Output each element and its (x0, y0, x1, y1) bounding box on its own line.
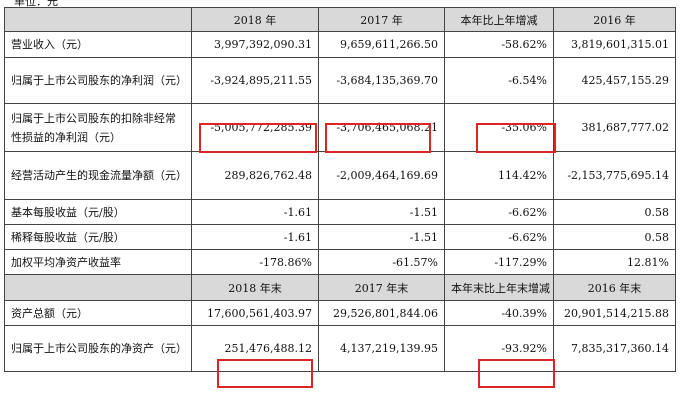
table-header-row: 2018 年 2017 年 本年比上年增减 2016 年 (4, 7, 676, 32)
cell-value: -178.86% (191, 249, 319, 275)
cell-value: 4,137,219,139.95 (318, 325, 445, 372)
cell-value: -2,153,775,695.14 (553, 151, 676, 200)
table-row: 归属于上市公司股东的净利润（元） -3,924,895,211.55 -3,68… (4, 57, 676, 104)
cell-value: -1.51 (318, 224, 445, 250)
row-label-adjusted-net-profit: 归属于上市公司股东的扣除非经常性损益的净利润（元） (4, 103, 192, 152)
header-2017: 2017 年 (318, 7, 445, 32)
cell-value: 3,819,601,315.01 (553, 31, 676, 58)
cell-value: -2,009,464,169.69 (318, 151, 445, 200)
header-2018: 2018 年 (191, 7, 319, 32)
cell-value: 425,457,155.29 (553, 57, 676, 104)
table-row: 归属于上市公司股东的净资产（元） 251,476,488.12 4,137,21… (4, 325, 676, 372)
header-yoy-change: 本年比上年增减 (444, 7, 554, 32)
cell-value: -1.61 (191, 199, 319, 225)
cell-value: 9,659,611,266.50 (318, 31, 445, 58)
row-label-operating-cash-flow: 经营活动产生的现金流量净额（元） (4, 151, 192, 200)
table-row: 归属于上市公司股东的扣除非经常性损益的净利润（元） -5,005,772,285… (4, 103, 676, 152)
cell-value: 3,997,392,090.31 (191, 31, 319, 58)
row-label-diluted-eps: 稀释每股收益（元/股） (4, 224, 192, 250)
table-row: 经营活动产生的现金流量净额（元） 289,826,762.48 -2,009,4… (4, 151, 676, 200)
cell-value: 251,476,488.12 (191, 325, 319, 372)
cell-value: 12.81% (553, 249, 676, 275)
cell-value: -6.62% (444, 224, 554, 250)
financial-summary-table: 2018 年 2017 年 本年比上年增减 2016 年 营业收入（元） 3,9… (4, 7, 676, 372)
table-header-row-year-end: 2018 年末 2017 年末 本年末比上年末增减 2016 年末 (4, 274, 676, 301)
cell-value: 0.58 (553, 224, 676, 250)
row-label-revenue: 营业收入（元） (4, 31, 192, 58)
table-row: 稀释每股收益（元/股） -1.61 -1.51 -6.62% 0.58 (4, 224, 676, 250)
cell-value: -58.62% (444, 31, 554, 58)
table-row: 营业收入（元） 3,997,392,090.31 9,659,611,266.5… (4, 31, 676, 58)
row-label-net-assets: 归属于上市公司股东的净资产（元） (4, 325, 192, 372)
cell-value: 0.58 (553, 199, 676, 225)
cell-value: 114.42% (444, 151, 554, 200)
cell-value: 7,835,317,360.14 (553, 325, 676, 372)
header-corner-cell (4, 7, 192, 32)
header-2018-end: 2018 年末 (191, 274, 319, 301)
row-label-weighted-roe: 加权平均净资产收益率 (4, 249, 192, 275)
cell-value: -93.92% (444, 325, 554, 372)
cell-value: -3,706,465,068.21 (318, 103, 445, 152)
cell-value: -5,005,772,285.39 (191, 103, 319, 152)
cell-value: -6.54% (444, 57, 554, 104)
cell-value: -1.61 (191, 224, 319, 250)
row-label-net-profit: 归属于上市公司股东的净利润（元） (4, 57, 192, 104)
header-2016: 2016 年 (553, 7, 676, 32)
cell-value: -1.51 (318, 199, 445, 225)
cell-value: -3,924,895,211.55 (191, 57, 319, 104)
cell-value: -117.29% (444, 249, 554, 275)
header-2016-end: 2016 年末 (553, 274, 676, 301)
header-2017-end: 2017 年末 (318, 274, 445, 301)
cell-value: 289,826,762.48 (191, 151, 319, 200)
row-label-total-assets: 资产总额（元） (4, 300, 192, 326)
cell-value: 29,526,801,844.06 (318, 300, 445, 326)
cell-value: -6.62% (444, 199, 554, 225)
header-corner-cell (4, 274, 192, 301)
cell-value: -40.39% (444, 300, 554, 326)
cell-value: 20,901,514,215.88 (553, 300, 676, 326)
header-yoy-change-end: 本年末比上年末增减 (444, 274, 554, 301)
cell-value: -35.06% (444, 103, 554, 152)
table-row: 加权平均净资产收益率 -178.86% -61.57% -117.29% 12.… (4, 249, 676, 275)
top-cut-text: 单位：元 (14, 0, 58, 8)
cell-value: -61.57% (318, 249, 445, 275)
table-row: 资产总额（元） 17,600,561,403.97 29,526,801,844… (4, 300, 676, 326)
cell-value: 17,600,561,403.97 (191, 300, 319, 326)
cell-value: -3,684,135,369.70 (318, 57, 445, 104)
row-label-basic-eps: 基本每股收益（元/股） (4, 199, 192, 225)
table-row: 基本每股收益（元/股） -1.61 -1.51 -6.62% 0.58 (4, 199, 676, 225)
cell-value: 381,687,777.02 (553, 103, 676, 152)
